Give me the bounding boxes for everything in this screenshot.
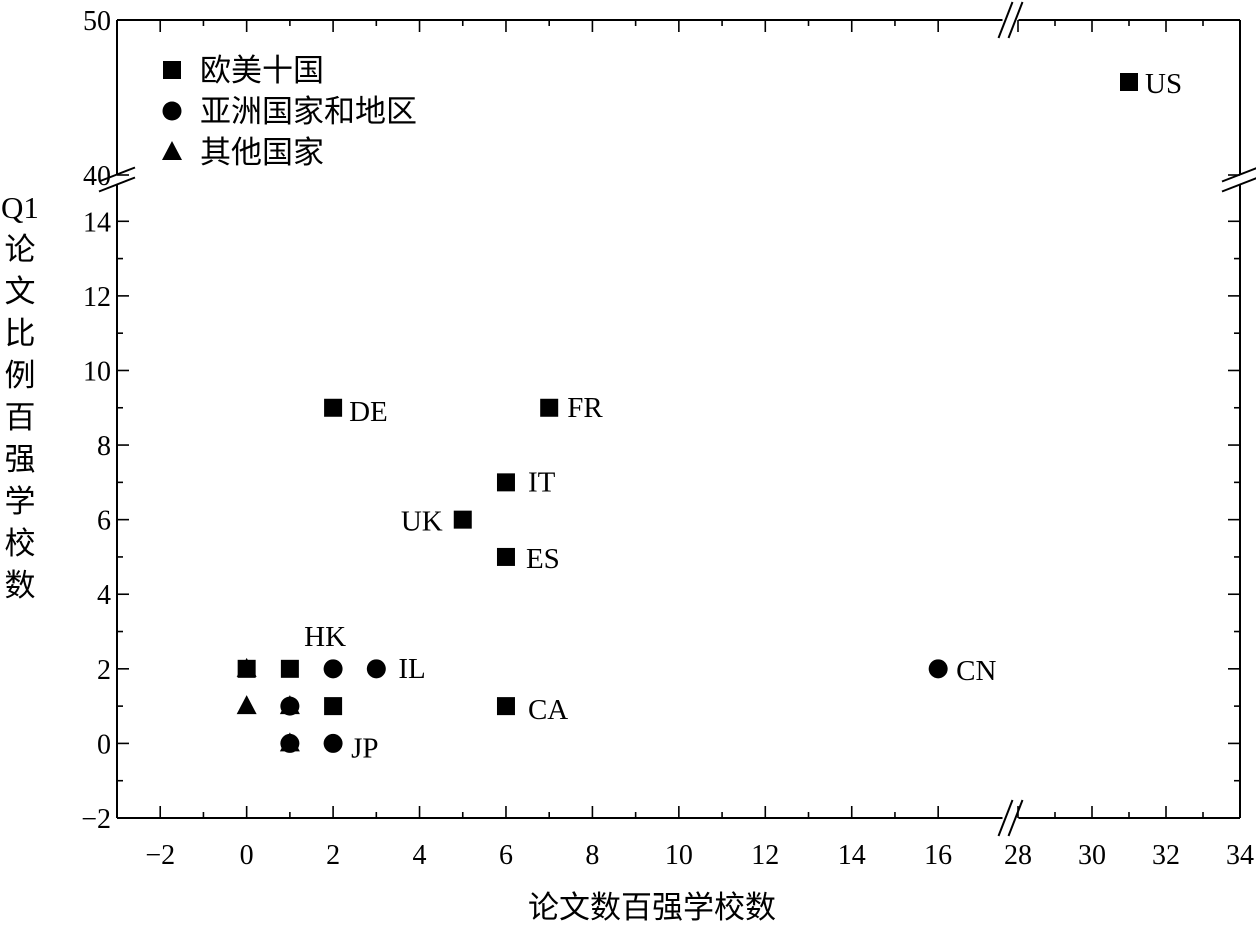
square-data-point <box>540 398 559 417</box>
y-tick-label: 14 <box>83 207 111 238</box>
y-axis-title-char: 文 <box>5 274 36 309</box>
top-axis-break-mark <box>997 0 1024 40</box>
y-axis-title-char: 数 <box>5 568 36 603</box>
square-data-point <box>324 697 343 716</box>
square-data-point <box>453 510 472 529</box>
x-tick-label: 16 <box>924 840 952 871</box>
y-tick-label: 2 <box>97 655 111 686</box>
y-tick-label: 10 <box>83 356 111 387</box>
y-axis-title-char: 论 <box>5 232 36 267</box>
data-labels: US DE FR IT UK ES CA CN IL HK JP <box>304 68 1182 764</box>
data-label-it: IT <box>528 466 556 498</box>
y-axis-title-char: Q1 <box>1 190 39 225</box>
data-marks <box>236 73 1138 753</box>
y-tick-label: −2 <box>81 804 111 835</box>
data-label-il: IL <box>398 653 425 685</box>
data-label-us: US <box>1145 68 1182 100</box>
data-label-hk: HK <box>304 621 346 653</box>
data-label-cn: CN <box>956 655 996 687</box>
x-tick-label: 32 <box>1152 840 1180 871</box>
y-axis-title-char: 校 <box>5 526 36 561</box>
axes: −2 0 2 4 6 8 10 12 14 16 28 30 32 34 −2 0 2 4 6 8 10 12 14 40 50 <box>81 0 1256 871</box>
data-label-fr: FR <box>567 392 603 424</box>
triangle-data-point <box>236 695 257 715</box>
x-tick-label: 12 <box>751 840 779 871</box>
y-tick-label: 8 <box>97 431 111 462</box>
x-tick-label: 4 <box>413 840 427 871</box>
data-label-de: DE <box>349 396 388 428</box>
legend-label: 其他国家 <box>200 135 324 170</box>
legend-circle-marker <box>162 101 182 121</box>
x-tick-label: −2 <box>145 840 175 871</box>
legend-label: 欧美十国 <box>200 53 324 88</box>
x-tick-label: 10 <box>665 840 693 871</box>
y-tick-label: 40 <box>83 161 111 192</box>
data-label-ca: CA <box>528 694 568 726</box>
square-data-point <box>237 659 256 678</box>
circle-data-point <box>323 659 343 679</box>
x-tick-label: 34 <box>1226 840 1254 871</box>
data-label-jp: JP <box>351 732 378 764</box>
y-tick-label: 12 <box>83 282 111 313</box>
x-tick-label: 0 <box>240 840 254 871</box>
y-axis-title-char: 强 <box>5 442 36 477</box>
y-axis-title-char: 例 <box>5 358 36 393</box>
x-tick-label: 28 <box>1004 840 1032 871</box>
square-data-point <box>496 547 515 566</box>
square-data-point <box>1120 73 1138 91</box>
legend-label: 亚洲国家和地区 <box>200 94 417 129</box>
y-axis-title-char: 比 <box>5 316 36 351</box>
right-axis-break-mark <box>1218 167 1256 193</box>
square-data-point <box>280 659 299 678</box>
circle-data-point <box>366 659 386 679</box>
y-tick-label: 4 <box>97 580 111 611</box>
y-axis-title-char: 百 <box>5 400 36 435</box>
x-tick-label: 2 <box>326 840 340 871</box>
y-tick-label: 50 <box>83 6 111 37</box>
circle-data-point <box>323 733 343 753</box>
bottom-axis-break-mark <box>997 798 1024 838</box>
y-tick-label: 0 <box>97 729 111 760</box>
x-tick-label: 14 <box>838 840 866 871</box>
x-axis-title: 论文数百强学校数 <box>528 890 776 925</box>
circle-data-point <box>280 733 300 753</box>
circle-data-point <box>280 696 300 716</box>
square-data-point <box>324 398 343 417</box>
data-label-uk: UK <box>401 506 443 538</box>
legend-triangle-marker <box>162 141 182 160</box>
square-data-point <box>496 697 515 716</box>
x-tick-label: 6 <box>499 840 513 871</box>
x-tick-label: 30 <box>1078 840 1106 871</box>
x-tick-label: 8 <box>585 840 599 871</box>
legend-square-marker <box>163 61 181 79</box>
y-tick-label: 6 <box>97 506 111 537</box>
y-axis-title-char: 学 <box>5 484 36 519</box>
square-data-point <box>496 473 515 492</box>
data-label-es: ES <box>526 543 560 575</box>
circle-data-point <box>928 659 948 679</box>
